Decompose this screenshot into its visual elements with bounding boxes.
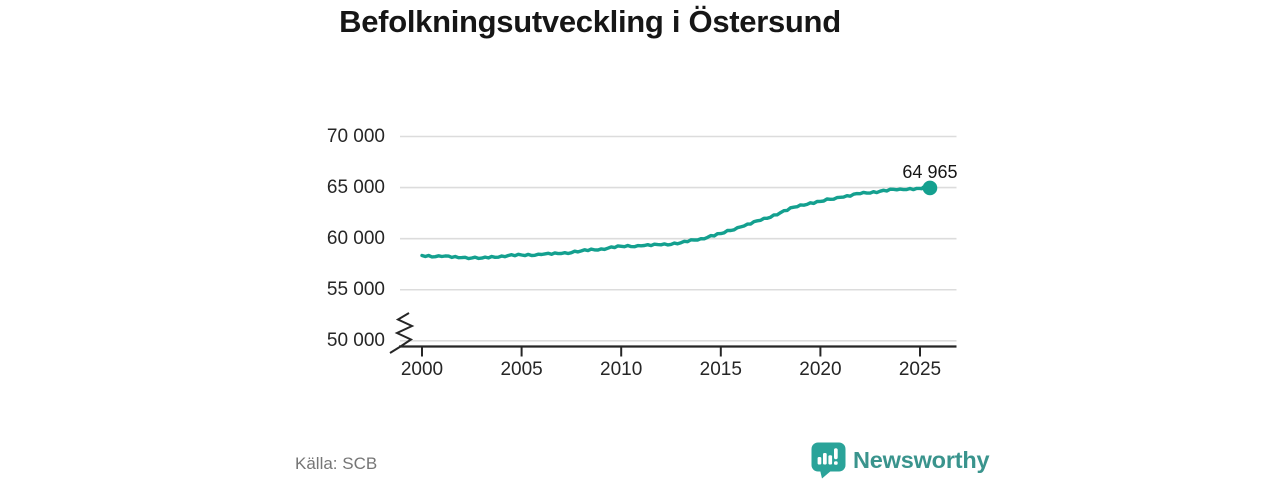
y-tick-label: 50 000 <box>326 329 385 351</box>
latest-value-label: 64 965 <box>902 161 958 182</box>
x-tick-label: 2025 <box>898 359 942 380</box>
x-tick-label: 2015 <box>699 359 742 380</box>
x-tick-label: 2010 <box>600 359 643 380</box>
y-tick-label: 60 000 <box>326 227 385 249</box>
x-tick-label: 2020 <box>799 359 842 380</box>
axis-break-icon <box>389 312 415 354</box>
chart-title: Befolkningsutveckling i Östersund <box>339 4 841 39</box>
source-label: Källa: SCB <box>295 454 378 473</box>
x-tick-label: 2005 <box>500 359 543 380</box>
y-tick-label: 55 000 <box>326 278 385 300</box>
y-tick-label: 70 000 <box>326 125 385 147</box>
newsworthy-wordmark: Newsworthy <box>853 447 990 473</box>
newsworthy-logo[interactable]: Newsworthy <box>811 442 990 479</box>
latest-value-dot <box>922 180 938 196</box>
population-line <box>420 185 932 261</box>
x-tick-label: 2000 <box>400 359 444 380</box>
newsworthy-bubble-chart-icon <box>811 442 846 479</box>
y-tick-label: 65 000 <box>326 176 385 198</box>
